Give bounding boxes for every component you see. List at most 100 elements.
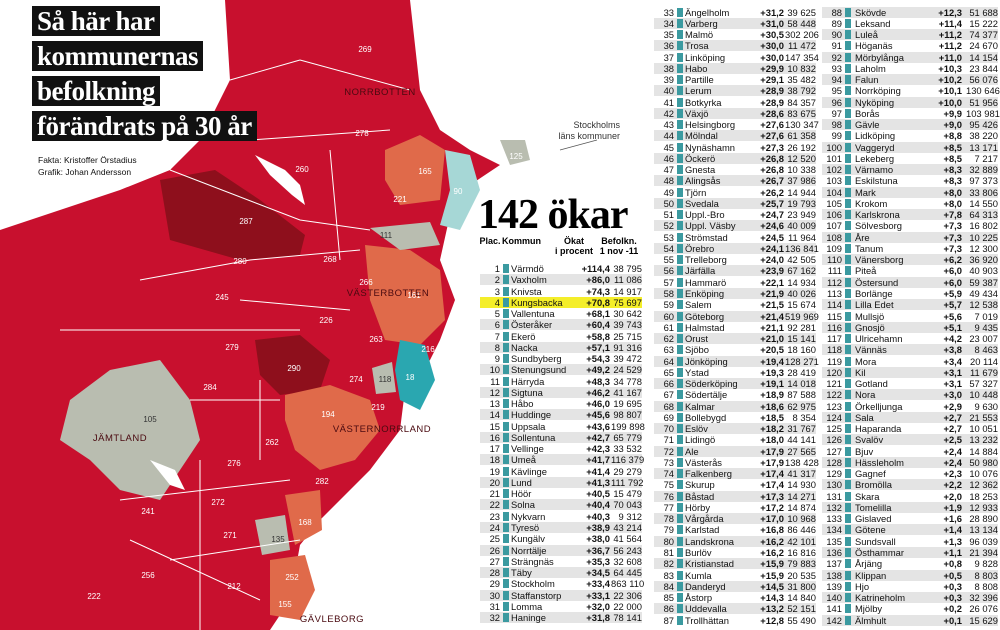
row-marker xyxy=(677,457,683,467)
row-marker xyxy=(677,390,683,400)
name: Mark xyxy=(855,186,876,198)
change: +7,8 xyxy=(943,209,962,221)
name: Lidingö xyxy=(685,434,716,446)
row-marker xyxy=(845,266,851,276)
population: 7 019 xyxy=(974,310,998,322)
name: Strängnäs xyxy=(511,555,554,567)
name: Gotland xyxy=(855,378,888,390)
rank: 64 xyxy=(663,355,674,367)
rank: 133 xyxy=(826,513,842,525)
name: Partille xyxy=(685,74,714,86)
row-marker xyxy=(677,255,683,265)
row-marker xyxy=(845,615,851,625)
name: Orust xyxy=(685,333,708,345)
name: Tanum xyxy=(855,242,884,254)
name: Enköping xyxy=(685,288,725,299)
name: Ängelholm xyxy=(685,6,730,18)
row-marker xyxy=(503,444,509,454)
map-label: 245 xyxy=(215,293,229,302)
row-marker xyxy=(845,547,851,557)
table-row: 106 Karlskrona +7,8 64 313 xyxy=(822,209,998,221)
table-row: 33 Ängelholm +31,2 39 625 xyxy=(654,6,816,18)
column-header: Plac. xyxy=(479,236,501,246)
change: +86,0 xyxy=(586,274,610,286)
population: 62 975 xyxy=(787,400,816,412)
change: +32,0 xyxy=(586,600,610,612)
row-marker xyxy=(503,545,509,555)
table-row: 4 Kungsbacka +70,8 75 697 xyxy=(480,296,642,308)
rank: 87 xyxy=(663,614,674,626)
region-label: NORRBOTTEN xyxy=(344,87,416,98)
change: +18,5 xyxy=(760,411,784,423)
rank: 123 xyxy=(826,400,842,412)
name: Nora xyxy=(855,389,876,401)
map-label: 90 xyxy=(454,187,463,196)
rank: 36 xyxy=(663,40,674,52)
rank: 116 xyxy=(827,321,842,333)
row-marker xyxy=(677,300,683,310)
table-row: 62 Orust +21,0 15 141 xyxy=(654,333,816,345)
table-row: 34 Varberg +31,0 58 448 xyxy=(654,17,816,29)
population: 11 472 xyxy=(788,40,816,52)
row-marker xyxy=(845,289,851,298)
table-row: 37 Linköping +30,0 147 354 xyxy=(654,51,819,63)
name: Mullsjö xyxy=(855,310,885,322)
change: +11,2 xyxy=(938,40,962,52)
gray-area xyxy=(370,222,440,250)
population: 75 697 xyxy=(613,296,642,308)
population: 42 101 xyxy=(787,535,816,547)
row-marker xyxy=(677,367,683,377)
map-label: 219 xyxy=(371,403,385,412)
map-label: 168 xyxy=(298,518,312,527)
population: 15 222 xyxy=(969,17,998,29)
name: Umeå xyxy=(511,454,537,466)
table-row: 9 Sundbyberg +54,3 39 472 xyxy=(480,353,642,365)
table-row: 107 Sölvesborg +7,3 16 802 xyxy=(822,220,998,232)
row-marker xyxy=(677,547,683,557)
change: +18,9 xyxy=(760,389,784,401)
change: +6,0 xyxy=(943,265,962,277)
name: Nacka xyxy=(511,341,538,353)
population: 199 898 xyxy=(611,420,645,432)
name: Stenungsund xyxy=(511,364,567,376)
table-row: 120 Kil +3,1 11 679 xyxy=(822,366,998,378)
name: Kristianstad xyxy=(685,558,734,570)
rank: 85 xyxy=(663,592,674,604)
change: +6,0 xyxy=(943,276,962,288)
rank: 90 xyxy=(831,29,842,41)
population: 18 160 xyxy=(787,344,816,356)
population: 51 956 xyxy=(969,96,998,108)
table-row: 112 Östersund +6,0 59 387 xyxy=(822,276,998,288)
table-row: 52 Uppl. Väsby +24,6 40 009 xyxy=(654,220,816,232)
population: 95 426 xyxy=(969,119,998,131)
name: Bromölla xyxy=(855,479,892,491)
table-row: 38 Habo +29,9 10 832 xyxy=(654,62,816,74)
table-row: 118 Vännäs +3,8 8 463 xyxy=(822,344,998,356)
population: 30 642 xyxy=(613,308,642,320)
row-marker xyxy=(845,581,851,591)
population: 128 271 xyxy=(785,355,819,367)
change: +4,2 xyxy=(943,333,962,345)
table-row: 128 Hässleholm +2,4 50 980 xyxy=(822,456,998,468)
change: +17,2 xyxy=(760,501,784,513)
row-marker xyxy=(503,342,509,352)
change: +49,2 xyxy=(586,364,610,376)
dark-area xyxy=(255,335,330,395)
map-label: 274 xyxy=(349,375,363,384)
table-row: 131 Skara +2,0 18 253 xyxy=(822,490,998,502)
borders xyxy=(60,59,411,630)
population: 39 472 xyxy=(613,353,642,365)
population: 49 434 xyxy=(969,288,998,299)
table-row: 27 Strängnäs +35,3 32 608 xyxy=(480,555,642,567)
change: +35,3 xyxy=(586,555,610,567)
row-marker xyxy=(845,435,851,445)
map-label: 268 xyxy=(323,255,337,264)
population: 56 076 xyxy=(969,74,998,86)
change: +9,0 xyxy=(943,119,962,131)
rank: 54 xyxy=(663,242,674,254)
rank: 106 xyxy=(826,209,842,221)
table-row: 76 Båstad +17,3 14 271 xyxy=(654,490,816,502)
row-marker xyxy=(677,41,683,51)
name: Luleå xyxy=(855,29,878,41)
light-area xyxy=(285,490,322,545)
